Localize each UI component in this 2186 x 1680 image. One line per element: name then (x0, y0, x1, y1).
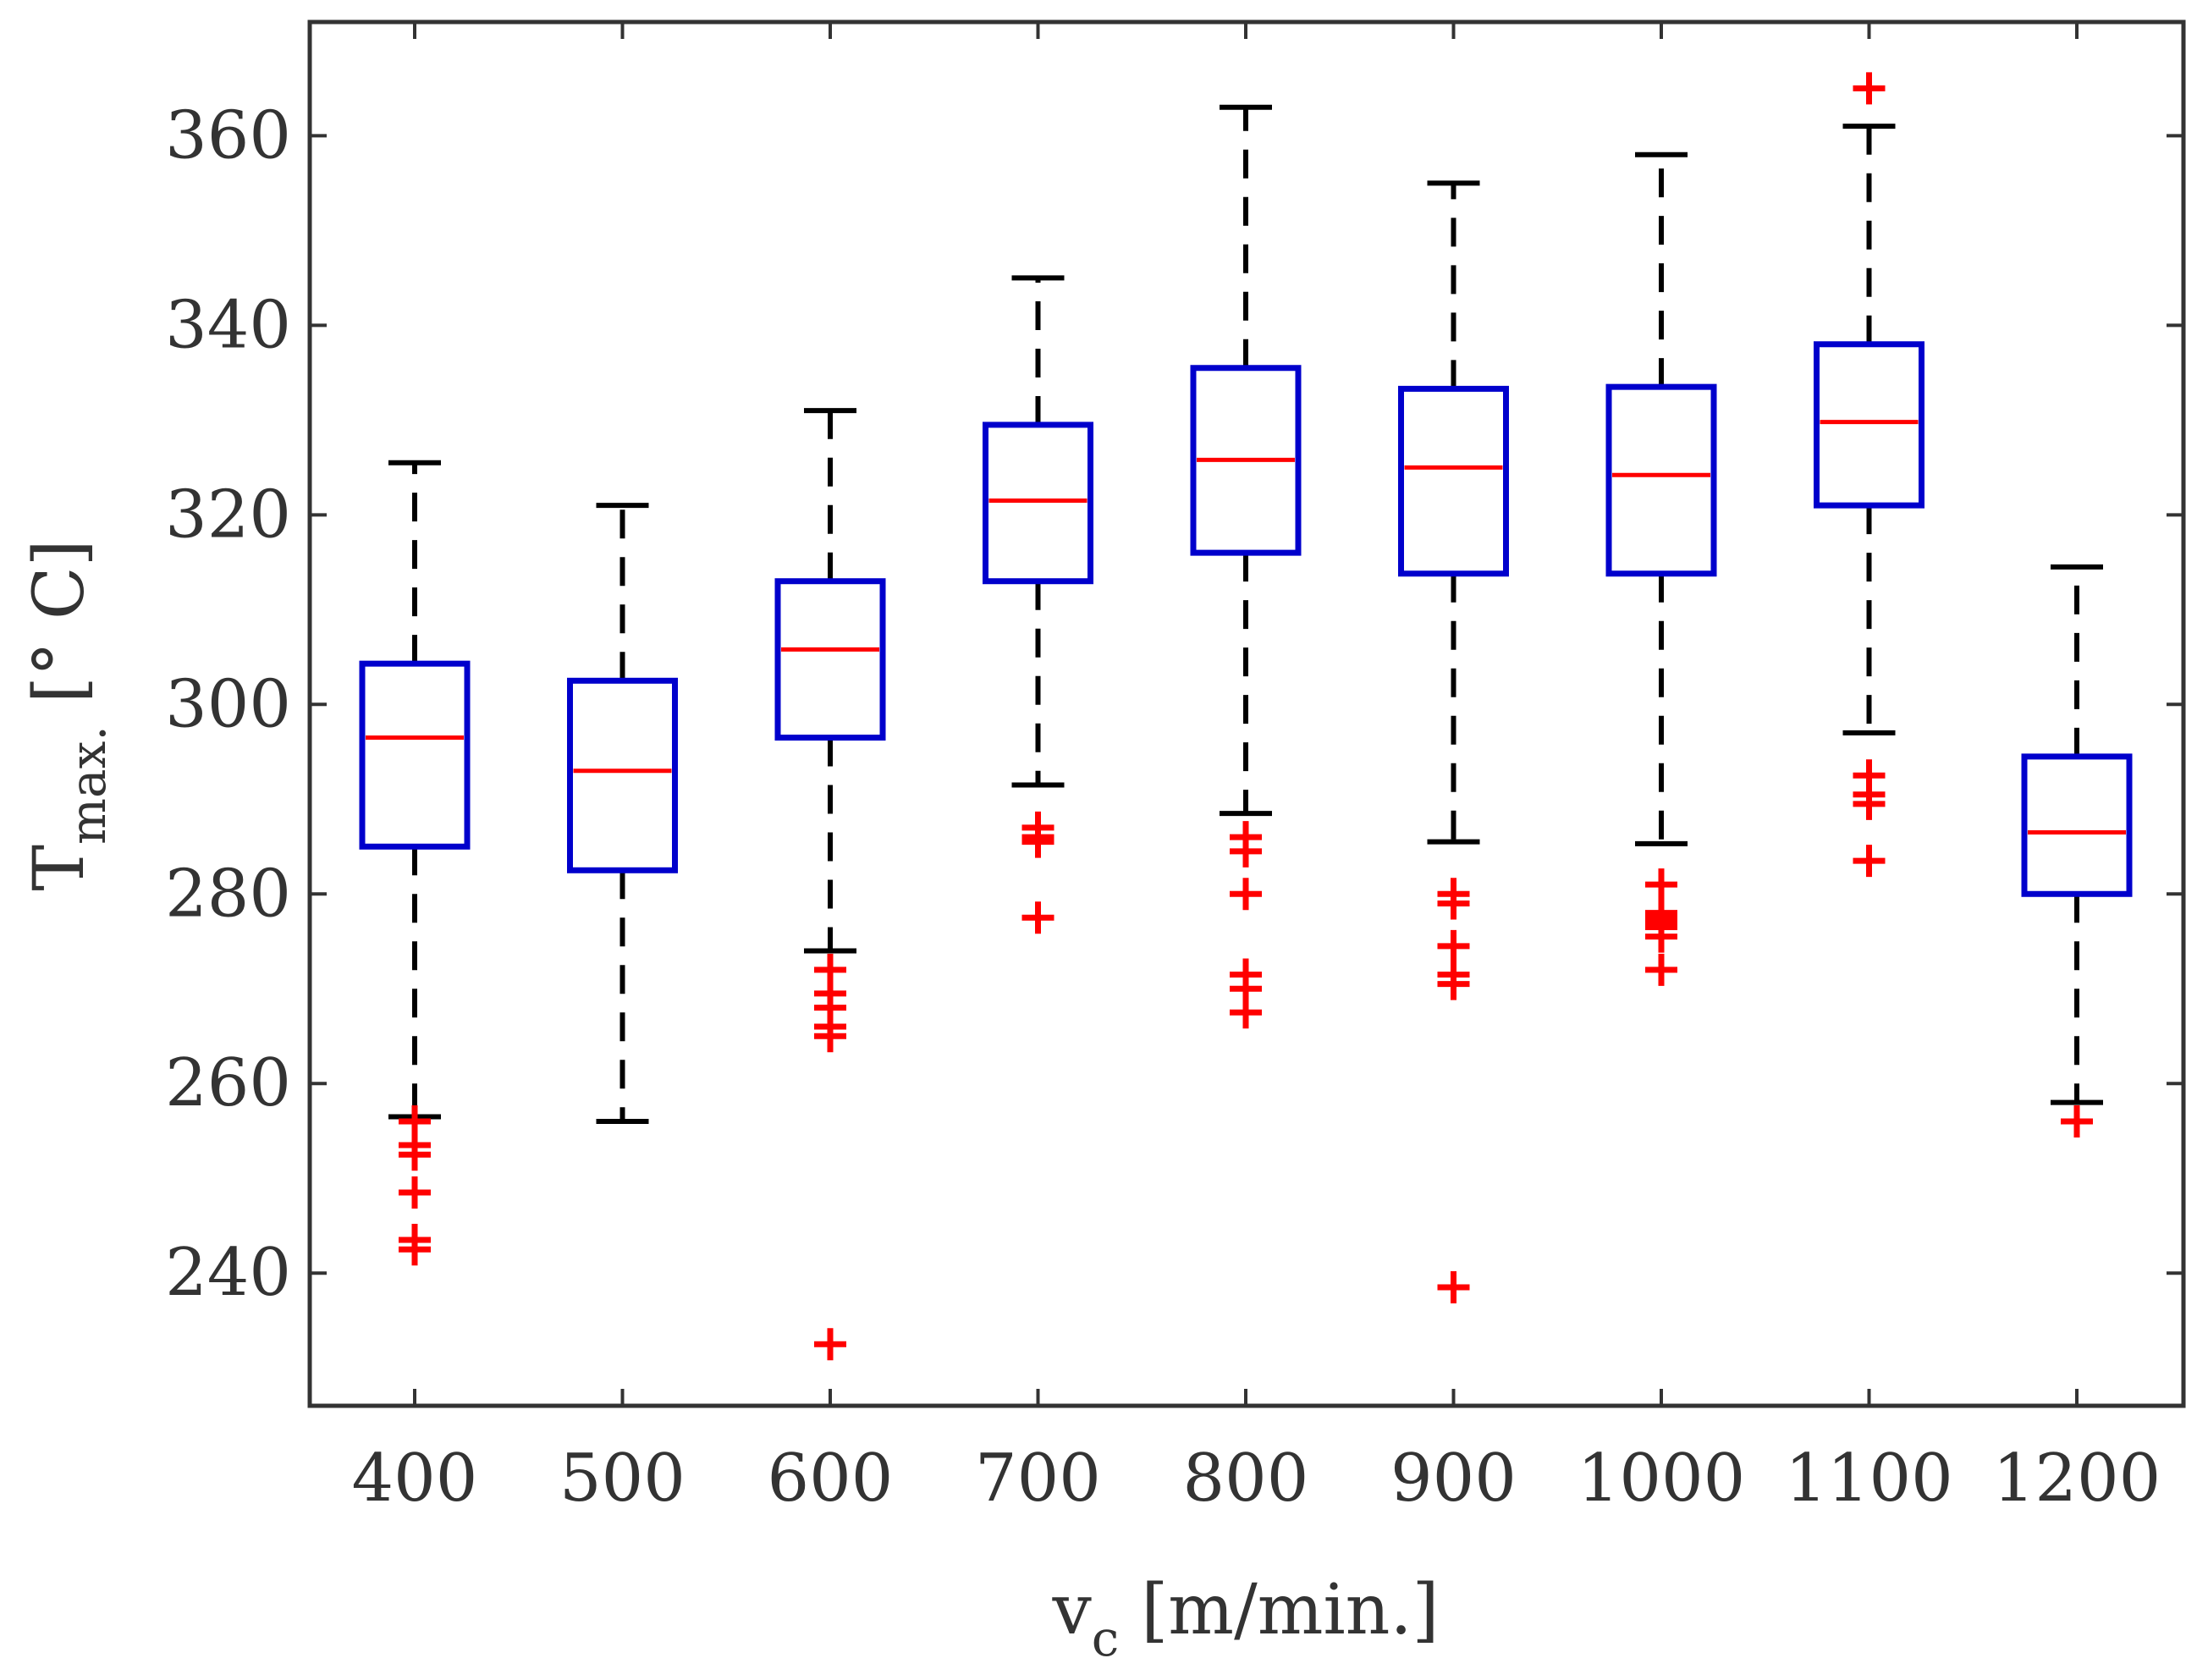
outlier-marker (1437, 1271, 1470, 1304)
outlier-marker (399, 1176, 431, 1209)
y-axis-label: Tmax. [° C] (19, 539, 117, 890)
x-tick-label: 700 (975, 1440, 1101, 1517)
box-group-1200 (2021, 564, 2133, 1138)
x-tick-label: 500 (559, 1440, 686, 1517)
box-iqr (359, 660, 471, 850)
outlier-marker (1853, 72, 1886, 105)
box-iqr (2021, 753, 2133, 897)
x-tick-label: 600 (768, 1440, 894, 1517)
outlier-marker (1645, 953, 1677, 986)
outlier-marker (1853, 787, 1886, 820)
outlier-marker (814, 1328, 846, 1361)
y-axis-label-main: T (19, 845, 100, 891)
outlier-marker (1645, 868, 1677, 901)
x-tick-label: 1200 (1993, 1440, 2161, 1517)
box-group-600 (774, 408, 886, 1361)
outlier-marker (1437, 967, 1470, 1000)
y-tick-label: 320 (165, 476, 291, 553)
x-axis-label-sub: c (1092, 1610, 1119, 1667)
x-tick-label: 400 (352, 1440, 478, 1517)
x-axis-label-rest: [m/min.] (1119, 1570, 1439, 1650)
outlier-marker (399, 1233, 431, 1266)
box-group-500 (567, 503, 678, 1125)
outlier-marker (399, 1138, 431, 1171)
outlier-marker (1853, 845, 1886, 878)
y-axis-label-rest: [° C] (19, 539, 100, 725)
box-iqr (567, 677, 678, 873)
outlier-marker (1437, 887, 1470, 920)
outlier-marker (1645, 920, 1677, 953)
boxes-layer (359, 72, 2133, 1361)
box-iqr (1814, 341, 1924, 509)
outlier-marker (2061, 1105, 2093, 1138)
outlier-marker (814, 1020, 846, 1053)
y-tick-label: 360 (165, 97, 291, 174)
box-iqr (1398, 385, 1509, 577)
y-tick-label: 340 (165, 287, 291, 363)
y-axis: 240 260 280 300 320 340 360 (165, 97, 2183, 1311)
x-axis-label-main: v (1051, 1570, 1092, 1650)
box-group-900 (1398, 180, 1509, 1304)
outlier-marker (1230, 878, 1262, 911)
outlier-marker (1437, 929, 1470, 962)
outlier-marker (1021, 825, 1054, 858)
y-tick-label: 260 (165, 1045, 291, 1121)
x-tick-label: 900 (1390, 1440, 1517, 1517)
x-tick-label: 800 (1183, 1440, 1309, 1517)
box-iqr (774, 578, 886, 741)
box-group-1000 (1605, 151, 1717, 986)
box-group-1100 (1814, 72, 1924, 878)
outlier-marker (1230, 996, 1262, 1029)
y-axis-label-sub: max. (59, 725, 117, 845)
y-tick-label: 280 (165, 856, 291, 932)
box-group-800 (1190, 104, 1302, 1029)
x-tick-label: 1100 (1785, 1440, 1953, 1517)
x-tick-label: 1000 (1578, 1440, 1746, 1517)
outlier-marker (1021, 901, 1054, 934)
y-tick-label: 300 (165, 666, 291, 742)
x-axis-label: vc [m/min.] (1051, 1570, 1439, 1667)
box-iqr (1605, 383, 1717, 577)
box-iqr (983, 421, 1093, 585)
x-axis: 400 500 600 700 800 900 1000 1100 1200 (352, 22, 2161, 1517)
outlier-marker (1230, 834, 1262, 868)
box-group-400 (359, 460, 471, 1266)
box-group-700 (983, 275, 1093, 934)
y-tick-label: 240 (165, 1235, 291, 1311)
